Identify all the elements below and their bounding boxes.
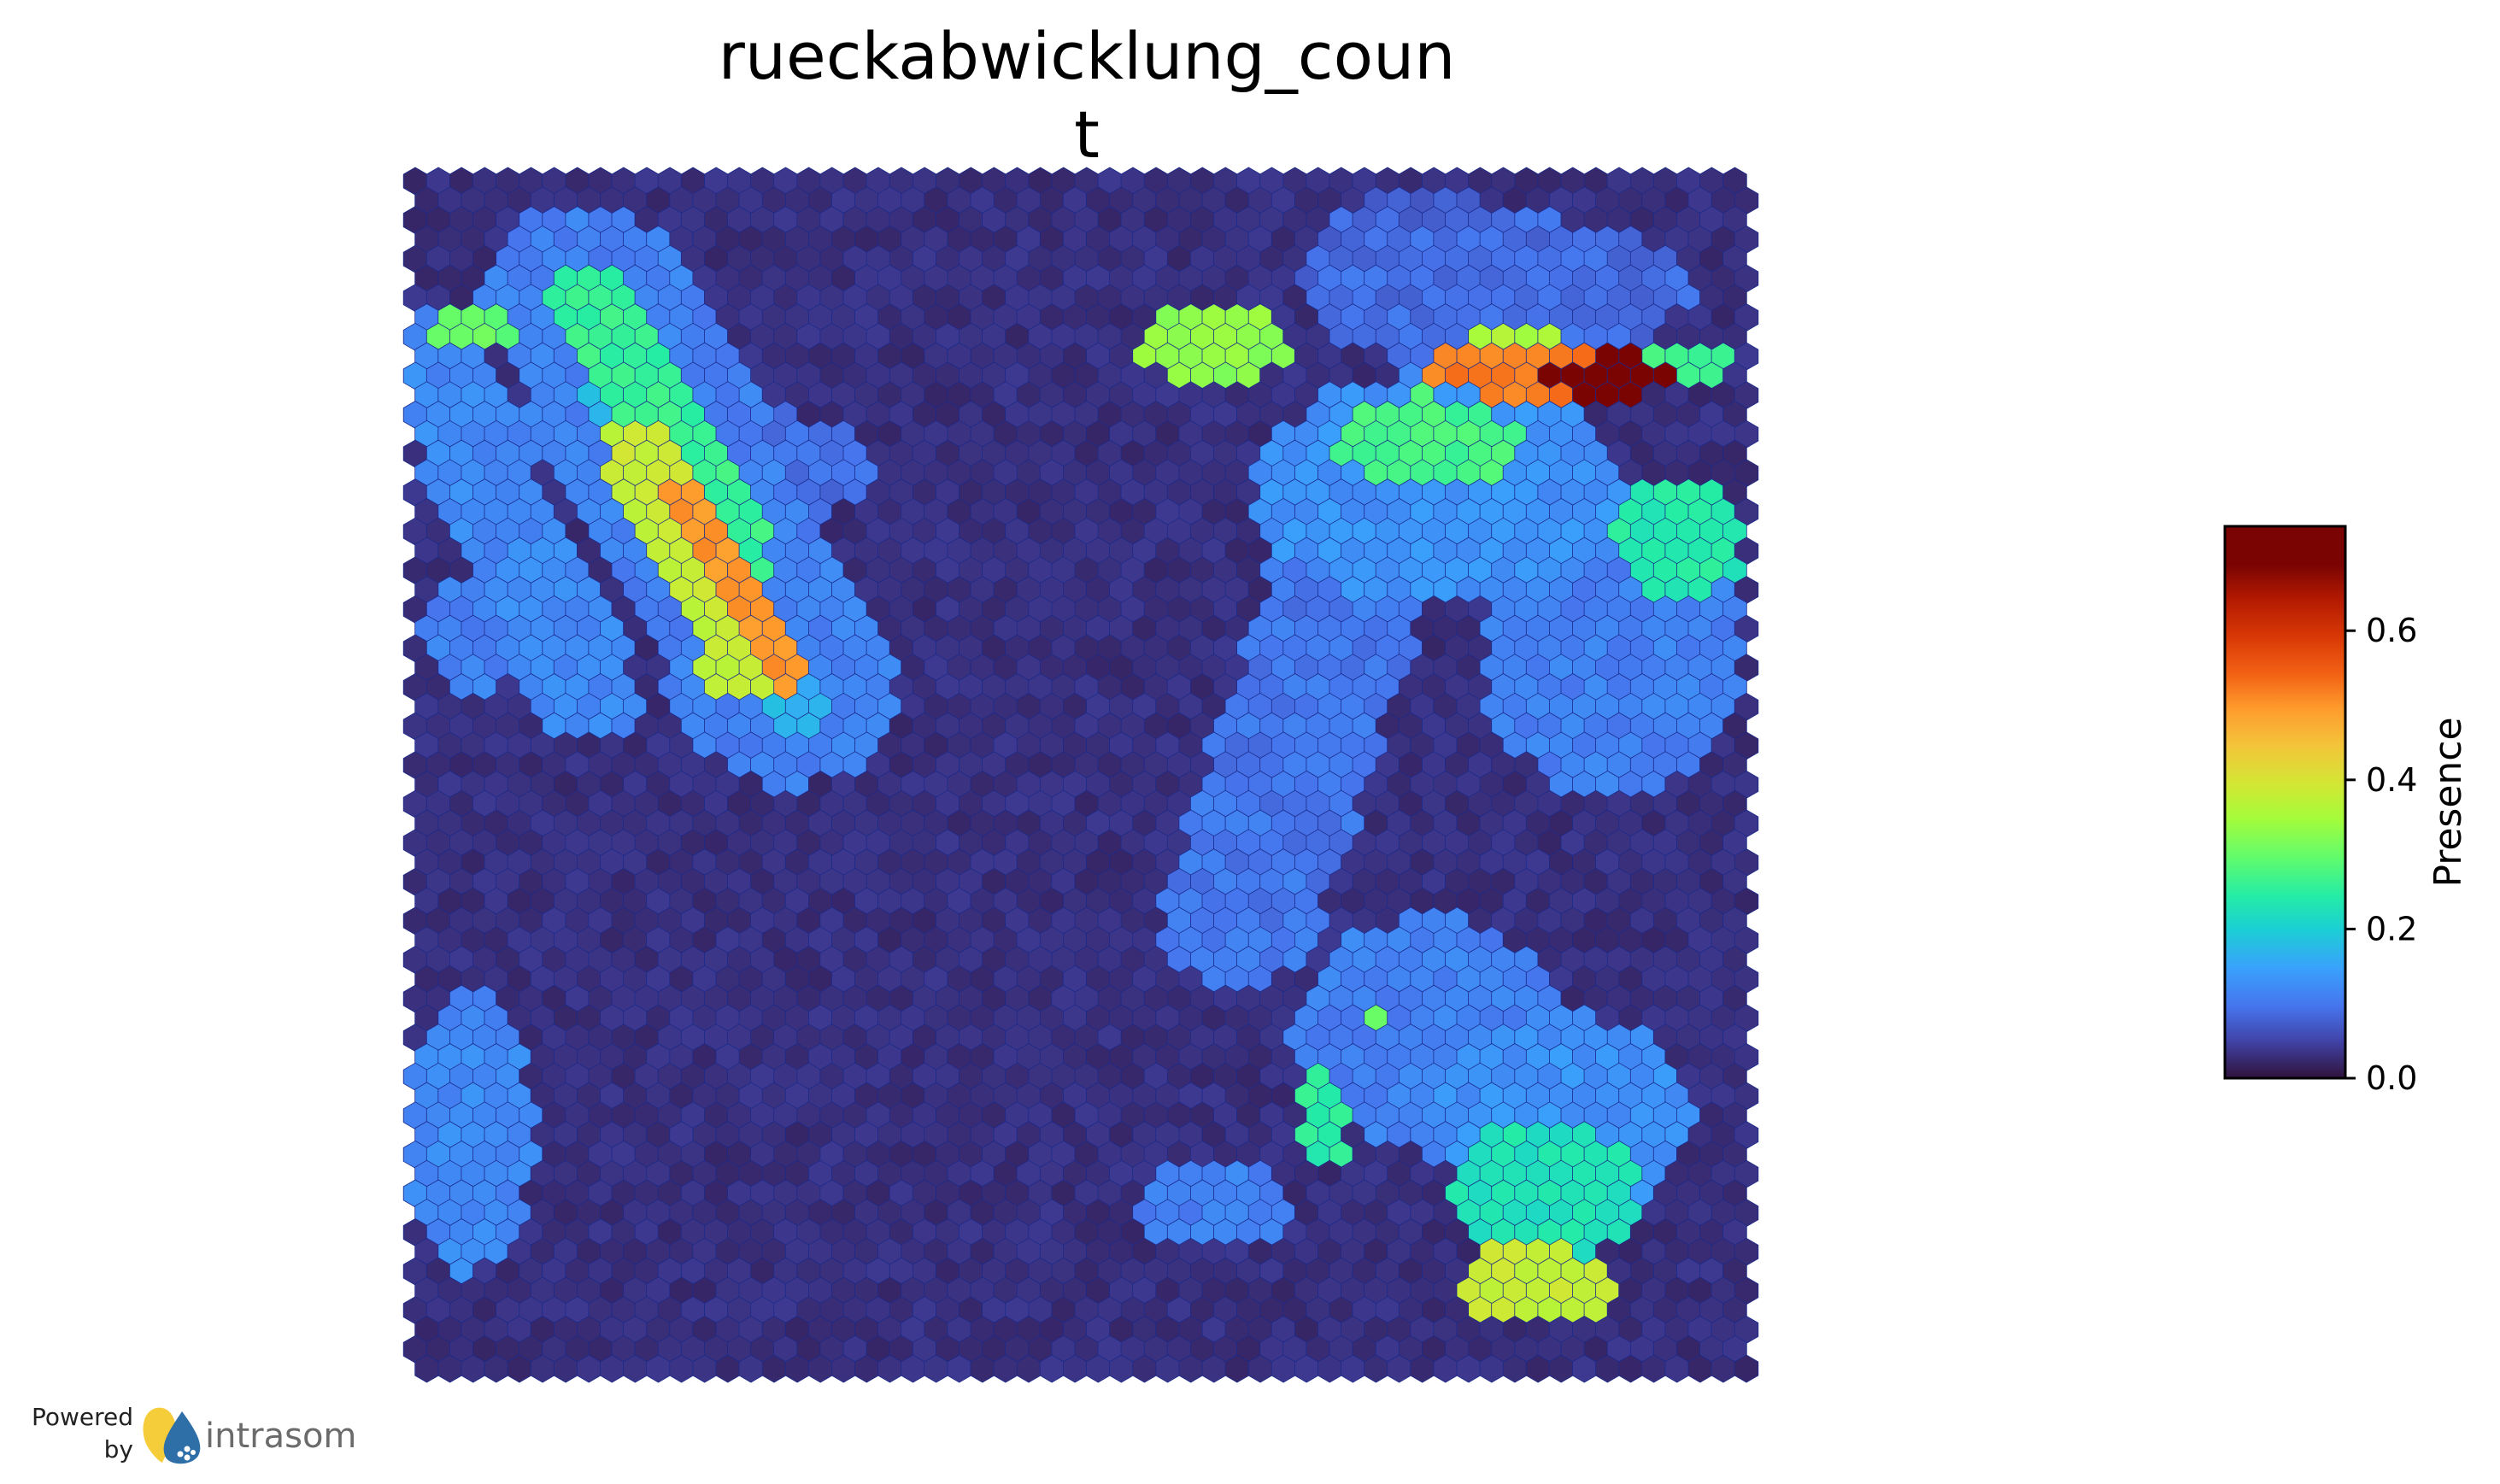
colorbar-tick-label: 0.4	[2366, 761, 2417, 799]
logo-dot	[191, 1450, 196, 1455]
colorbar-tick-label: 0.2	[2366, 910, 2417, 947]
colorbar-tick-label: 0.6	[2366, 612, 2417, 649]
chart-title-line-2: t	[1074, 97, 1100, 173]
powered-label: Powered	[32, 1403, 133, 1431]
logo-dot	[184, 1446, 191, 1452]
blue-drop-icon	[163, 1411, 201, 1464]
brand-name: intrasom	[205, 1417, 356, 1456]
colorbar-label: Presence	[2427, 717, 2470, 887]
som-hex-grid	[402, 167, 1759, 1383]
logo-dot	[184, 1454, 191, 1461]
logo-dot	[177, 1451, 184, 1458]
colorbar-tick-label: 0.0	[2366, 1059, 2417, 1097]
colorbar: 0.0 0.2 0.4 0.6 Presence	[2223, 525, 2470, 1097]
chart-title-line-1: rueckabwicklung_coun	[719, 18, 1456, 94]
by-label: by	[104, 1435, 133, 1463]
colorbar-gradient	[2223, 525, 2347, 1080]
som-hex-cell	[1734, 1354, 1759, 1383]
powered-by-logo: Powered by intrasom	[32, 1403, 356, 1464]
colorbar-ticks: 0.0 0.2 0.4 0.6	[2345, 612, 2417, 1097]
